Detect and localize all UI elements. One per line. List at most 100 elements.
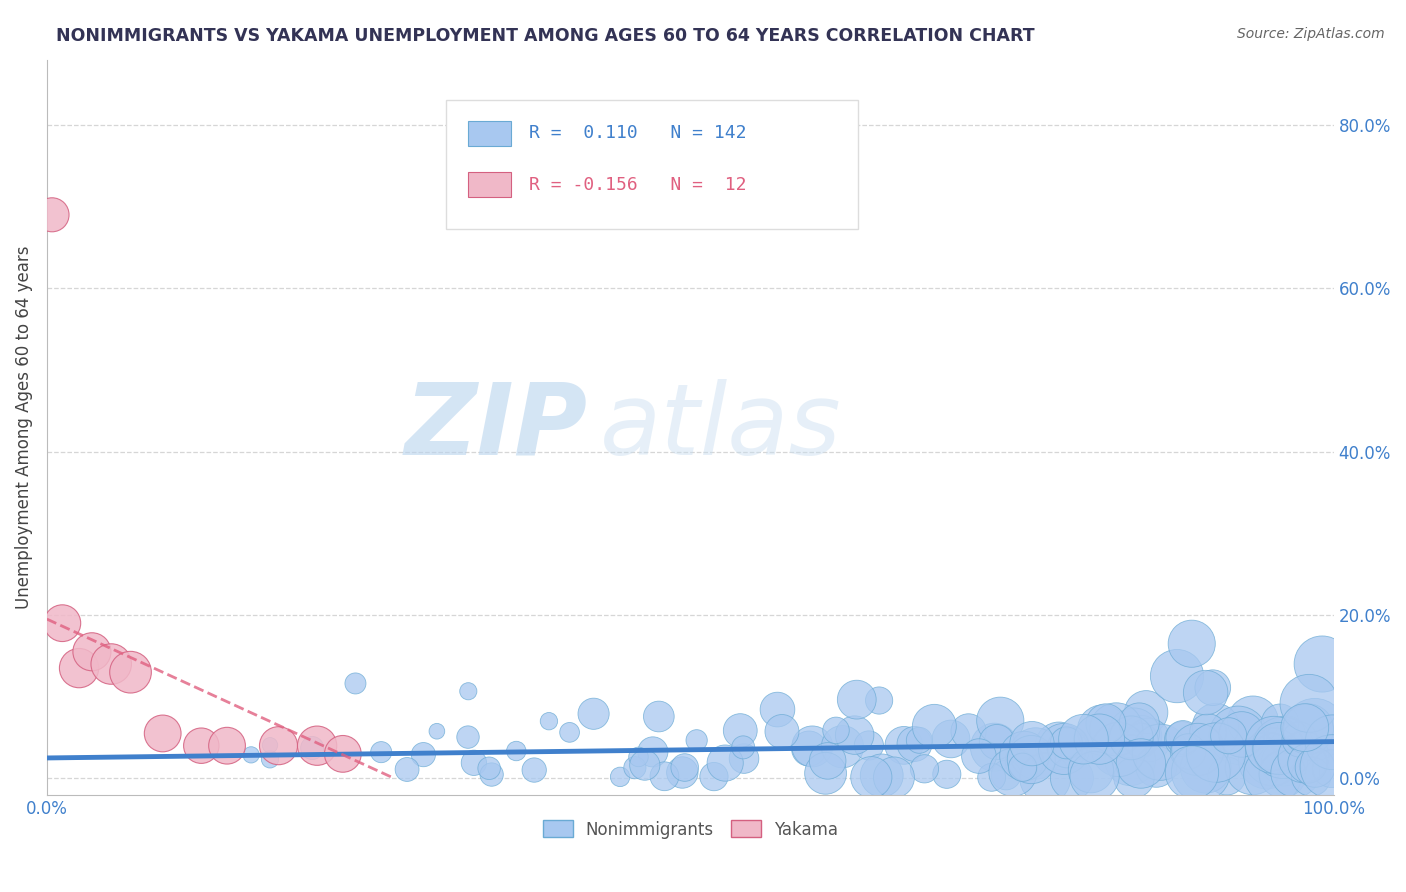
Point (1166, 669, 1188, 683)
Point (1310, 657, 1333, 671)
Point (1130, 729, 1153, 743)
Legend: Nonimmigrants, Yakama: Nonimmigrants, Yakama (536, 814, 845, 846)
Point (1021, 753, 1043, 767)
Point (505, 744, 527, 758)
Point (825, 723, 848, 738)
Point (903, 737, 925, 751)
Point (1129, 756, 1152, 771)
Point (914, 762, 936, 776)
Point (1272, 740, 1295, 755)
Point (1144, 759, 1167, 773)
Point (1202, 681, 1225, 695)
Point (1296, 756, 1319, 771)
Point (1187, 742, 1209, 756)
Point (120, 665, 142, 680)
Point (523, 763, 546, 777)
Point (1292, 750, 1315, 764)
Point (641, 745, 664, 759)
Point (190, 739, 212, 753)
Point (935, 767, 957, 781)
Point (733, 740, 755, 755)
Point (1108, 742, 1130, 756)
Point (1205, 746, 1227, 760)
Point (1301, 770, 1323, 784)
Point (1129, 733, 1152, 747)
Point (1053, 742, 1076, 756)
Point (240, 747, 263, 762)
Text: atlas: atlas (600, 378, 842, 475)
Point (986, 735, 1008, 749)
Point (1275, 727, 1298, 741)
Point (1320, 762, 1343, 776)
Point (733, 751, 755, 765)
Point (1263, 738, 1285, 752)
Point (730, 723, 752, 738)
Point (100, 657, 122, 671)
Point (259, 738, 281, 752)
Point (1261, 749, 1284, 764)
Point (1073, 732, 1095, 747)
Point (1047, 739, 1070, 753)
Point (1284, 765, 1306, 780)
Point (370, 745, 392, 759)
Point (1105, 723, 1128, 737)
Point (893, 739, 915, 753)
Point (1218, 729, 1240, 743)
Point (766, 702, 789, 716)
Point (908, 733, 931, 747)
Point (817, 754, 839, 768)
Point (426, 724, 449, 739)
Point (412, 747, 434, 762)
Point (714, 756, 737, 770)
Point (801, 739, 824, 754)
Point (1137, 733, 1160, 747)
Point (301, 741, 323, 756)
Point (1322, 735, 1344, 749)
Point (673, 760, 696, 774)
Point (1121, 731, 1143, 745)
Point (1080, 763, 1102, 777)
Point (1256, 754, 1278, 768)
Point (1230, 727, 1253, 741)
Point (1194, 685, 1216, 699)
Point (537, 714, 560, 729)
FancyBboxPatch shape (446, 100, 858, 228)
Point (1135, 706, 1157, 720)
Point (1227, 728, 1250, 742)
Point (844, 728, 866, 742)
Point (1271, 767, 1294, 781)
Point (332, 747, 354, 761)
Point (860, 770, 883, 784)
Point (868, 693, 890, 707)
Point (259, 752, 281, 766)
FancyBboxPatch shape (468, 120, 512, 145)
Text: R =  0.110   N = 142: R = 0.110 N = 142 (530, 124, 747, 142)
Point (685, 733, 707, 747)
Point (980, 770, 1002, 784)
Point (1014, 755, 1036, 769)
Point (1122, 726, 1144, 740)
Point (1298, 697, 1320, 711)
Point (152, 726, 174, 740)
Point (1197, 725, 1219, 739)
Point (1014, 748, 1036, 763)
Point (307, 739, 329, 753)
Point (1119, 753, 1142, 767)
Point (1268, 741, 1291, 756)
Point (1195, 761, 1218, 775)
Point (1205, 720, 1227, 734)
Point (1054, 736, 1077, 750)
Point (1322, 760, 1344, 774)
Point (1083, 769, 1105, 783)
Point (1095, 716, 1118, 731)
Point (671, 765, 693, 780)
Point (1011, 760, 1033, 774)
Point (463, 756, 485, 770)
Point (1025, 747, 1047, 761)
Point (481, 767, 503, 781)
Point (80, 645, 103, 659)
Point (1261, 745, 1284, 759)
Point (1288, 732, 1310, 747)
Point (648, 709, 671, 723)
Text: ZIP: ZIP (405, 378, 588, 475)
